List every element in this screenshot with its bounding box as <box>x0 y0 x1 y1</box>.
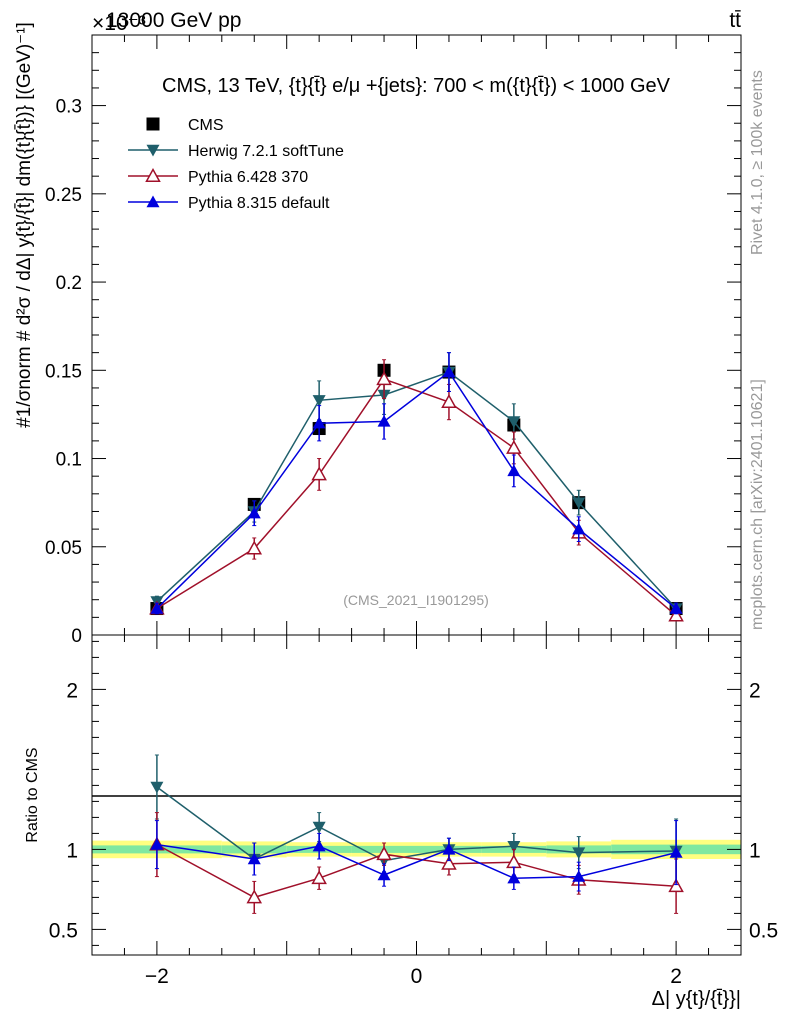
legend-label: CMS <box>188 117 224 134</box>
x-axis-label: Δ| y{t}/{t̄}}| <box>652 988 741 1010</box>
ratio-frame <box>91 634 742 956</box>
series-line <box>156 370 677 610</box>
y-tick-label: 0.1 <box>56 450 82 471</box>
data-point <box>377 414 391 427</box>
data-point <box>507 841 521 853</box>
x-tick-label: −2 <box>145 965 169 988</box>
series-pythia-8-315-default <box>150 352 683 615</box>
data-point <box>247 852 261 865</box>
series-herwig-7-2-1-softtune <box>150 352 683 616</box>
ratio-y-tick-label: 0.5 <box>49 919 78 942</box>
data-point <box>572 497 586 510</box>
legend-label: Pythia 8.315 default <box>188 195 330 212</box>
data-point <box>377 868 391 881</box>
series-pythia-8-315-default <box>150 820 683 892</box>
ratio-series <box>149 754 684 914</box>
energy-label: 13000 GeV pp <box>106 9 241 32</box>
main-series <box>149 352 684 622</box>
data-point <box>506 439 522 454</box>
data-point <box>507 871 521 884</box>
y-tick-label: 0.3 <box>56 97 82 118</box>
legend-item: Pythia 6.428 370 <box>128 167 308 186</box>
data-point <box>668 607 684 622</box>
x-tick-label: 0 <box>411 965 423 988</box>
ratio-axis-ticks: 0.5 0.5 1 1 2 2 −2 0 2 <box>49 635 778 988</box>
ratio-y-tick-label: 1 <box>66 839 78 862</box>
ratio-y-tick-label-right: 0.5 <box>749 919 778 942</box>
x-tick-label: 2 <box>670 965 682 988</box>
data-point <box>312 416 326 429</box>
series-line <box>156 378 677 617</box>
data-point <box>376 846 392 861</box>
data-point <box>442 365 456 378</box>
main-panel: 0 0.05 0.1 0.15 0.2 0.25 0.3 CMS, 13 TeV, {t}{… <box>14 22 742 647</box>
data-point <box>376 371 392 386</box>
data-point <box>246 889 263 904</box>
data-point <box>312 395 326 407</box>
legend-item: CMS <box>146 117 224 134</box>
ratio-y-label: Ratio to CMS <box>24 747 41 842</box>
legend-item: Pythia 8.315 default <box>128 195 330 212</box>
y-axis-label: #1/σnorm # d²σ / dΔ| y{t}/{t̄}| dm({t}{t… <box>14 22 35 428</box>
ratio-y-tick-label-right: 1 <box>749 839 761 862</box>
data-point <box>441 855 457 870</box>
data-point <box>668 878 684 893</box>
y-tick-label: 0.2 <box>56 273 82 294</box>
data-point <box>669 602 683 614</box>
watermark: (CMS_2021_I1901295) <box>343 592 489 608</box>
legend: CMS Herwig 7.2.1 softTune Pythia 6.428 370… <box>128 117 344 212</box>
data-point <box>669 846 683 858</box>
data-point <box>442 842 456 855</box>
series-line <box>156 786 677 862</box>
y-tick-label: 0.05 <box>45 538 82 559</box>
legend-marker <box>146 195 160 208</box>
plot-title: CMS, 13 TeV, {t}{t̄} e/μ +{jets}: 700 < … <box>162 75 671 97</box>
data-point <box>506 854 522 869</box>
data-point <box>311 466 327 481</box>
legend-item: Herwig 7.2.1 softTune <box>128 143 344 160</box>
mcplots-label: mcplots.cern.ch [arXiv:2401.10621] <box>749 379 766 630</box>
process-label: tt̄ <box>729 9 741 32</box>
series-line <box>156 843 677 879</box>
legend-label: Pythia 6.428 370 <box>188 169 308 186</box>
ratio-y-tick-label: 2 <box>66 679 78 702</box>
y-tick-label: 0.25 <box>45 185 82 206</box>
legend-marker <box>145 167 161 182</box>
y-tick-label: 0 <box>71 626 82 647</box>
data-point <box>312 839 326 852</box>
main-axis-ticks: 0 0.05 0.1 0.15 0.2 0.25 0.3 <box>45 35 742 647</box>
series-cms <box>150 363 683 616</box>
exponent-label: ×10⁻³ <box>92 12 146 35</box>
data-point <box>441 394 457 409</box>
ratio-panel: 0.5 0.5 1 1 2 2 −2 0 2 Ratio to CMS Δ| y{t}/{t̄}… <box>24 634 778 1010</box>
data-point <box>507 464 521 477</box>
ratio-y-tick-label-right: 2 <box>749 679 761 702</box>
data-point <box>507 416 521 428</box>
series-pythia-6-428-370 <box>149 359 684 622</box>
data-point <box>572 870 586 882</box>
data-point <box>311 870 327 885</box>
data-point <box>572 847 586 860</box>
legend-marker <box>146 144 160 157</box>
y-tick-label: 0.15 <box>45 361 82 382</box>
series-line <box>156 371 677 610</box>
data-point <box>572 522 586 535</box>
legend-label: Herwig 7.2.1 softTune <box>188 143 344 160</box>
data-point <box>247 506 261 519</box>
data-point <box>246 540 263 555</box>
series-herwig-7-2-1-softtune <box>150 754 683 884</box>
data-point <box>312 821 326 834</box>
rivet-label: Rivet 4.1.0, ≥ 100k events <box>749 70 766 255</box>
data-point <box>150 838 164 850</box>
legend-marker <box>146 117 160 131</box>
data-point <box>150 781 164 794</box>
data-point <box>150 602 164 614</box>
